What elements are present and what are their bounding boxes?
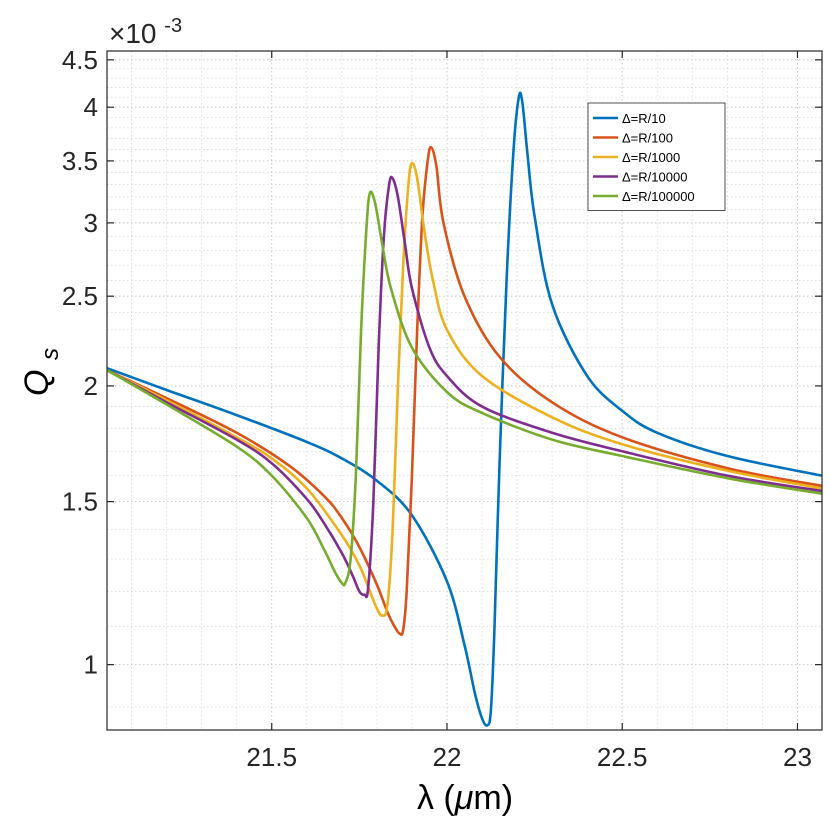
x-tick-label: 22.5 [597, 742, 648, 772]
legend-label-1: Δ=R/10 [622, 111, 666, 126]
y-exponent-base: ×10 [109, 18, 157, 49]
legend-label-2: Δ=R/100 [622, 131, 673, 146]
series-line-4 [107, 175, 822, 599]
x-tick-label: 22 [433, 742, 462, 772]
series-layer [107, 91, 822, 727]
x-tick-label: 21.5 [246, 742, 297, 772]
x-axis-label-rest: m) [473, 779, 513, 817]
y-exponent-label: ×10 -3 [109, 15, 182, 49]
y-axis-label-main: Q [18, 370, 56, 396]
y-tick-label: 2 [84, 371, 98, 401]
x-axis-label: λ (μm) [417, 779, 513, 817]
series-line-3 [107, 161, 822, 617]
legend: Δ=R/10 Δ=R/100 Δ=R/1000 Δ=R/10000 Δ=R/100000 [587, 102, 726, 211]
x-axis-label-main: λ ( [417, 779, 455, 817]
y-tick-label: 4.5 [62, 45, 98, 75]
legend-label-5: Δ=R/100000 [622, 189, 695, 204]
axes [106, 50, 823, 731]
series-line-5 [107, 190, 822, 587]
y-tick-label: 1.5 [62, 487, 98, 517]
y-tick-label: 1 [84, 650, 98, 680]
y-exponent-power: -3 [164, 15, 182, 37]
axes-box [106, 50, 823, 731]
series-line-1 [107, 91, 822, 727]
legend-label-4: Δ=R/10000 [622, 170, 687, 185]
legend-label-3: Δ=R/1000 [622, 150, 680, 165]
y-tick-label: 2.5 [62, 281, 98, 311]
y-axis-label-sub: s [37, 348, 64, 360]
x-axis-label-mu: μ [454, 779, 474, 817]
y-tick-label: 3 [84, 208, 98, 238]
y-tick-label: 4 [84, 92, 98, 122]
series-line-2 [107, 145, 822, 637]
x-tick-label: 23 [783, 742, 812, 772]
y-tick-label: 3.5 [62, 146, 98, 176]
y-axis-label: Q s [18, 348, 64, 396]
